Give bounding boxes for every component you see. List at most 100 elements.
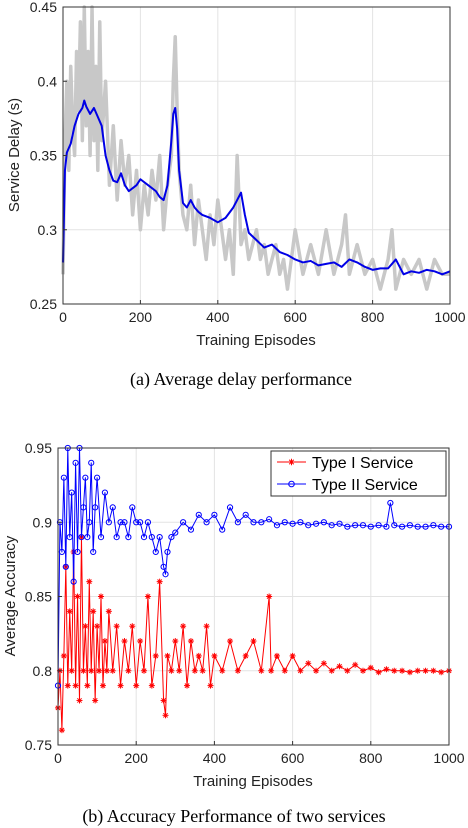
data-point [180, 519, 187, 526]
data-point [383, 523, 390, 530]
data-point [80, 667, 87, 674]
data-point [72, 682, 79, 689]
accuracy-chart-legend: Type I Service Type II Service [270, 450, 447, 497]
data-point [162, 712, 169, 719]
data-point [207, 682, 214, 689]
accuracy-chart-series-line-type-ii-service [57, 447, 449, 686]
data-point [58, 727, 65, 734]
data-point [438, 523, 445, 530]
data-point [352, 661, 359, 668]
data-point [109, 504, 116, 511]
data-point [266, 516, 273, 523]
data-point [313, 667, 320, 674]
accuracy-chart-x-tick-label: 1000 [433, 750, 464, 766]
data-point [144, 593, 151, 600]
delay-chart-x-tick-label: 0 [59, 309, 67, 325]
data-point [281, 519, 288, 526]
data-point [172, 529, 179, 536]
data-point [68, 667, 75, 674]
data-point [242, 652, 249, 659]
data-point [168, 534, 175, 541]
data-point [391, 522, 398, 529]
legend-label-type-i: Type I Service [312, 455, 413, 472]
data-point [199, 667, 206, 674]
data-point [227, 638, 234, 645]
data-point [387, 499, 394, 507]
delay-chart-series [61, 5, 451, 291]
data-point [273, 522, 281, 529]
accuracy-chart-x-ticks: 0 200 400 600 800 1000 [54, 741, 465, 766]
accuracy-chart-series-line-type-i-service [57, 536, 450, 731]
accuracy-chart-xlabel: Training Episodes [193, 773, 313, 790]
data-point [160, 563, 167, 570]
data-point [305, 660, 312, 667]
data-point [414, 523, 421, 530]
data-point [86, 578, 93, 585]
delay-chart-y-tick-label: 0.4 [38, 73, 58, 89]
data-point [148, 682, 155, 689]
delay-chart-series-line-raw [61, 5, 450, 291]
data-point [68, 489, 75, 496]
delay-chart-series-line-average [62, 99, 451, 276]
data-point [273, 652, 280, 659]
data-point [117, 519, 124, 526]
data-point [203, 519, 210, 526]
data-point [375, 669, 382, 676]
accuracy-chart-y-tick-label: 0.75 [25, 737, 52, 753]
data-point [250, 519, 257, 526]
data-point [180, 623, 187, 630]
data-point [90, 608, 97, 615]
data-point [113, 623, 120, 630]
delay-chart-y-tick-label: 0.45 [30, 0, 57, 15]
data-point [367, 664, 374, 671]
delay-chart-x-tick-label: 400 [206, 309, 230, 325]
data-point [398, 523, 406, 530]
data-point [94, 623, 101, 630]
accuracy-chart-series [54, 444, 453, 734]
data-point [187, 638, 194, 645]
data-point [242, 511, 249, 518]
data-point [129, 623, 136, 630]
data-point [219, 526, 226, 533]
accuracy-chart-markers-type-ii-service [54, 444, 453, 689]
data-point [70, 578, 77, 585]
data-point [101, 638, 108, 645]
data-point [162, 571, 169, 578]
data-point [129, 504, 136, 511]
data-point [414, 667, 421, 674]
data-point [137, 519, 144, 526]
data-point [422, 667, 429, 674]
data-point [98, 593, 105, 600]
data-point [101, 489, 109, 496]
accuracy-chart-x-tick-label: 600 [281, 750, 305, 766]
data-point [336, 520, 343, 527]
data-point [219, 667, 226, 674]
accuracy-chart-ylabel: Average Accuracy [2, 535, 19, 656]
data-point [137, 638, 144, 645]
data-point [297, 667, 304, 674]
data-point [105, 608, 112, 615]
data-point [62, 563, 69, 570]
data-point [74, 593, 81, 600]
accuracy-chart-x-tick-label: 200 [125, 750, 149, 766]
data-point [430, 667, 437, 674]
data-point [359, 522, 367, 529]
data-point [72, 459, 79, 466]
data-point [195, 652, 202, 659]
legend-marker-type-ii [288, 480, 295, 488]
delay-chart-x-ticks: 0 200 400 600 800 1000 [59, 300, 466, 325]
data-point [172, 638, 179, 645]
data-point [344, 523, 351, 530]
data-point [117, 682, 124, 689]
data-point [121, 638, 128, 645]
data-point [320, 519, 327, 526]
data-point [86, 519, 93, 526]
data-point [289, 652, 296, 659]
data-point [422, 523, 429, 530]
data-point [121, 519, 128, 526]
accuracy-chart-y-ticks: 0.75 0.8 0.85 0.9 0.95 [25, 440, 62, 753]
data-point [211, 652, 218, 659]
data-point [94, 474, 101, 481]
data-point [141, 667, 148, 674]
